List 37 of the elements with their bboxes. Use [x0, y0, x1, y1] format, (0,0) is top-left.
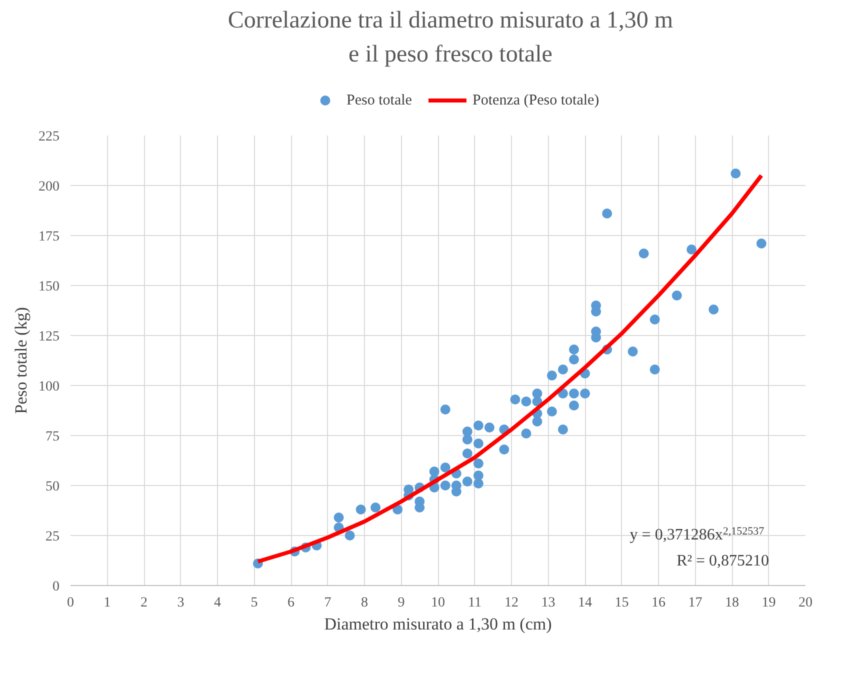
x-tick-label: 15	[614, 596, 629, 610]
x-tick-label: 13	[541, 596, 556, 610]
chart-title: Correlazione tra il diametro misurato a 1,30 m e il peso fresco totale	[228, 8, 674, 68]
x-tick-label: 20	[798, 596, 812, 610]
x-tick-label: 3	[177, 596, 184, 610]
x-tick-label: 5	[250, 596, 258, 610]
x-tick-label: 14	[578, 596, 592, 610]
x-tick-label: 19	[762, 596, 776, 610]
x-tick-label: 7	[324, 596, 332, 610]
y-tick-label: 125	[38, 330, 60, 344]
x-tick-label: 0	[67, 596, 74, 610]
x-tick-label: 10	[431, 596, 445, 610]
x-tick-label: 2	[140, 596, 148, 610]
annotation: R² = 0,875210	[676, 552, 770, 570]
x-tick-label: 4	[214, 596, 221, 610]
x-tick-label: 8	[361, 596, 368, 610]
x-tick-label: 18	[725, 596, 739, 610]
y-tick-label: 100	[38, 380, 60, 394]
y-tick-label: 225	[38, 130, 60, 144]
x-axis-title: Diametro misurato a 1,30 m (cm)	[324, 614, 552, 634]
x-tick-label: 6	[288, 596, 294, 610]
y-tick-label: 150	[38, 280, 60, 294]
legend-label: Peso totale	[346, 92, 412, 108]
y-tick-label: 25	[46, 530, 60, 544]
x-tick-label: 11	[468, 596, 482, 610]
x-tick-label: 9	[398, 596, 405, 610]
x-tick-label: 12	[504, 596, 518, 610]
y-tick-label: 50	[46, 480, 60, 494]
y-axis-title: Peso totale (kg)	[12, 307, 30, 414]
y-tick-label: 175	[38, 230, 60, 244]
y-tick-label: 75	[46, 430, 60, 444]
y-tick-label: 0	[52, 580, 60, 594]
legend-label: Potenza (Peso totale)	[472, 92, 600, 108]
x-tick-label: 16	[652, 596, 666, 610]
x-tick-label: 1	[104, 596, 111, 610]
y-tick-label: 200	[38, 180, 60, 194]
x-tick-label: 17	[688, 596, 702, 610]
